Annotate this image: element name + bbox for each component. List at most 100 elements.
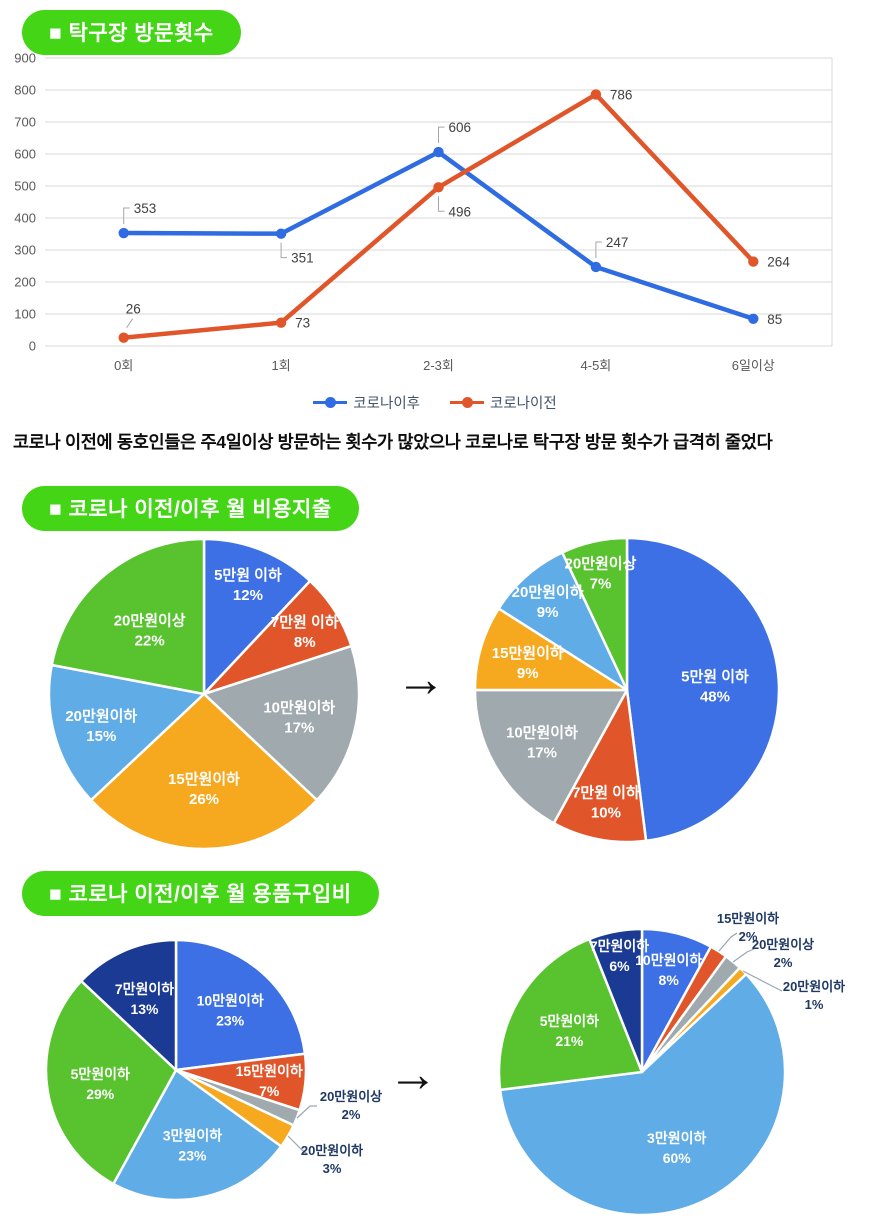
data-point	[748, 313, 759, 324]
pie-outside-pct: 3%	[323, 1161, 342, 1176]
data-label: 496	[449, 204, 472, 219]
spend-before-pie: 5만원 이하 12% 7만원 이하 8% 10만원이하 17% 15만원이하 26% 20만원이…	[47, 537, 361, 851]
pie-inside-label: 7만원 이하	[271, 614, 339, 631]
pie-outside-label: 20만원이상	[320, 1089, 382, 1104]
pie-inside-label: 7만원이하	[115, 981, 174, 997]
y-tick-label: 400	[14, 211, 36, 226]
data-point	[118, 227, 129, 239]
pie-inside-pct: 23%	[216, 1013, 245, 1029]
arrow-before-to-after-goods-icon: →	[388, 1046, 438, 1102]
pie-inside-pct: 8%	[294, 634, 316, 651]
pie-inside-label: 5만원이하	[71, 1066, 130, 1082]
insight-caption: 코로나 이전에 동호인들은 주4일이상 방문하는 횟수가 많았으나 코로나로 탁…	[13, 432, 773, 452]
pie-outside-pct: 2%	[739, 929, 758, 944]
pie-slice	[202, 644, 361, 802]
pie-inside-pct: 29%	[86, 1086, 115, 1102]
legend-line-marker-icon	[450, 397, 484, 408]
pie-inside-pct: 10%	[591, 804, 621, 821]
pie-inside-pct: 22%	[135, 632, 165, 649]
pie-slice	[47, 663, 206, 802]
y-tick-label: 900	[14, 51, 36, 66]
data-point	[590, 261, 602, 273]
label-leader	[595, 241, 602, 258]
pie-outside-pct: 1%	[805, 997, 824, 1012]
pie-inside-pct: 9%	[517, 665, 539, 682]
pie-inside-pct: 9%	[537, 604, 559, 621]
section-title-spend: ■ 코로나 이전/이후 월 비용지출	[22, 486, 359, 531]
y-tick-label: 200	[14, 275, 36, 290]
pie-slice	[79, 938, 178, 1072]
y-tick-label: 100	[14, 307, 36, 322]
data-point	[275, 317, 287, 328]
x-tick-label: 1회	[271, 358, 290, 373]
pie-label-leader	[296, 1105, 317, 1119]
pie-inside-pct: 17%	[284, 719, 314, 736]
pie-inside-pct: 26%	[189, 791, 219, 808]
pie-inside-label: 3만원이하	[163, 1128, 222, 1144]
pie-inside-pct: 15%	[86, 728, 116, 745]
pie-inside-label: 7만원이하	[590, 938, 649, 954]
y-tick-label: 500	[14, 179, 36, 194]
data-label: 353	[134, 201, 157, 216]
pie-inside-pct: 7%	[259, 1083, 280, 1099]
pie-inside-pct: 6%	[609, 958, 630, 974]
series-line	[121, 149, 756, 322]
pie-slice	[588, 927, 644, 1074]
pie-inside-label: 10만원이하	[263, 699, 335, 716]
legend-line-marker-icon	[313, 397, 348, 408]
data-point	[275, 228, 287, 239]
pie-slice	[202, 537, 312, 696]
pie-inside-label: 5만원 이하	[214, 567, 282, 584]
legend-item-before-corona: 코로나이전	[450, 392, 557, 413]
data-point	[433, 182, 444, 193]
pie-label-leader	[718, 932, 738, 952]
pie-inside-pct: 7%	[590, 575, 612, 592]
pie-label-leader	[287, 1135, 308, 1155]
pie-inside-pct: 8%	[659, 972, 680, 988]
pie-inside-label: 10만원이하	[506, 724, 578, 741]
label-leader	[123, 207, 130, 225]
pie-inside-label: 15만원이하	[168, 771, 240, 788]
x-tick-label: 4-5회	[581, 358, 612, 373]
data-label: 26	[126, 302, 141, 317]
data-point	[433, 146, 444, 158]
y-tick-label: 0	[29, 339, 36, 354]
pie-inside-pct: 23%	[178, 1148, 207, 1164]
pie-outside-pct: 2%	[774, 955, 793, 970]
line-chart-legend: 코로나이후 코로나이전	[0, 392, 870, 413]
pie-slice	[497, 937, 644, 1092]
data-label: 786	[610, 87, 633, 102]
goods-after-pie: 10만원이하8%15만원이하2%20만원이상2%20만원이하1%3만원이하60%…	[497, 911, 845, 1217]
x-tick-label: 6일이상	[732, 358, 775, 373]
pie-slice	[89, 692, 319, 851]
pie-outside-label: 15만원이하	[717, 911, 779, 926]
pie-slice	[625, 536, 781, 843]
pie-slice	[498, 972, 787, 1217]
pie-inside-pct: 13%	[130, 1001, 159, 1017]
section-title-goods: ■ 코로나 이전/이후 월 용품구입비	[22, 871, 379, 916]
pie-inside-label: 3만원이하	[647, 1130, 706, 1146]
data-label: 73	[295, 316, 310, 331]
y-tick-label: 600	[14, 147, 36, 162]
y-tick-label: 800	[14, 83, 36, 98]
pie-outside-label: 20만원이하	[301, 1143, 363, 1158]
pie-inside-label: 7만원 이하	[572, 784, 640, 801]
visits-line-chart: 0 100 200 300 400 500 600 700 800 900 0회 1회 2-3회 4-5회…	[14, 51, 833, 373]
data-label: 85	[767, 312, 782, 327]
pie-outside-label: 20만원이상	[752, 937, 814, 952]
pie-inside-pct: 48%	[700, 688, 730, 705]
pie-inside-pct: 60%	[663, 1150, 692, 1166]
pie-slice	[473, 607, 629, 692]
data-point	[748, 256, 759, 267]
arrow-before-to-after-spend-icon: →	[396, 651, 446, 707]
label-leader	[438, 126, 445, 144]
pie-slice	[174, 938, 307, 1072]
pie-inside-label: 20만원이하	[65, 708, 137, 725]
pie-inside-label: 15만원이하	[236, 1063, 303, 1079]
label-leader	[280, 242, 288, 259]
pie-slice	[50, 537, 206, 696]
label-leader	[438, 196, 445, 212]
legend-label-before-corona: 코로나이전	[490, 396, 557, 412]
x-tick-label: 0회	[114, 358, 133, 373]
pie-inside-pct: 12%	[233, 587, 263, 604]
